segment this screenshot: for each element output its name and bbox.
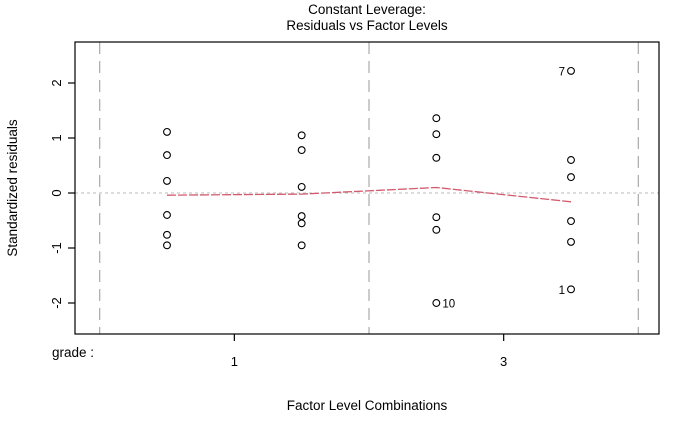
factor-means-line: [166, 186, 572, 203]
data-point: [432, 299, 441, 307]
data-point: [297, 219, 306, 228]
y-tick-label: 1: [49, 134, 64, 141]
y-axis-title: Standardized residuals: [5, 119, 20, 257]
data-point: [567, 173, 575, 182]
data-point: [297, 212, 306, 221]
y-tick-label: -2: [49, 297, 64, 309]
chart-title-line1: Constant Leverage:: [308, 2, 426, 17]
data-point: [297, 182, 306, 191]
data-point: [567, 285, 575, 294]
factor-name-label: grade :: [52, 345, 95, 360]
point-label: 7: [559, 66, 565, 78]
data-point: [567, 156, 575, 164]
data-point: [567, 237, 575, 246]
data-point: [163, 230, 171, 239]
x-tick-label: 3: [500, 354, 507, 369]
data-point: [163, 176, 171, 185]
data-point: [297, 131, 306, 140]
data-point: [163, 241, 171, 250]
data-point: [297, 146, 306, 155]
data-point: [163, 127, 171, 136]
data-point: [163, 151, 171, 160]
y-tick-label: -1: [49, 242, 64, 254]
data-point: [432, 213, 441, 222]
data-point: [432, 114, 441, 123]
data-point: [567, 66, 575, 75]
plot-frame: [74, 41, 660, 335]
data-point: [297, 241, 306, 250]
data-point: [163, 211, 171, 219]
data-point: [432, 153, 441, 162]
chart-title-line2: Residuals vs Factor Levels: [286, 18, 448, 33]
point-label: 1: [559, 285, 565, 297]
y-tick-label: 0: [49, 189, 64, 196]
y-tick-label: 2: [49, 79, 64, 86]
chart-title: Constant Leverage: Residuals vs Factor L…: [75, 2, 659, 34]
x-tick-label: 1: [231, 354, 238, 369]
x-axis-title: Factor Level Combinations: [286, 398, 448, 413]
data-point: [567, 217, 575, 226]
data-point: [432, 225, 441, 234]
point-label: 10: [442, 299, 455, 311]
data-point: [432, 130, 441, 139]
